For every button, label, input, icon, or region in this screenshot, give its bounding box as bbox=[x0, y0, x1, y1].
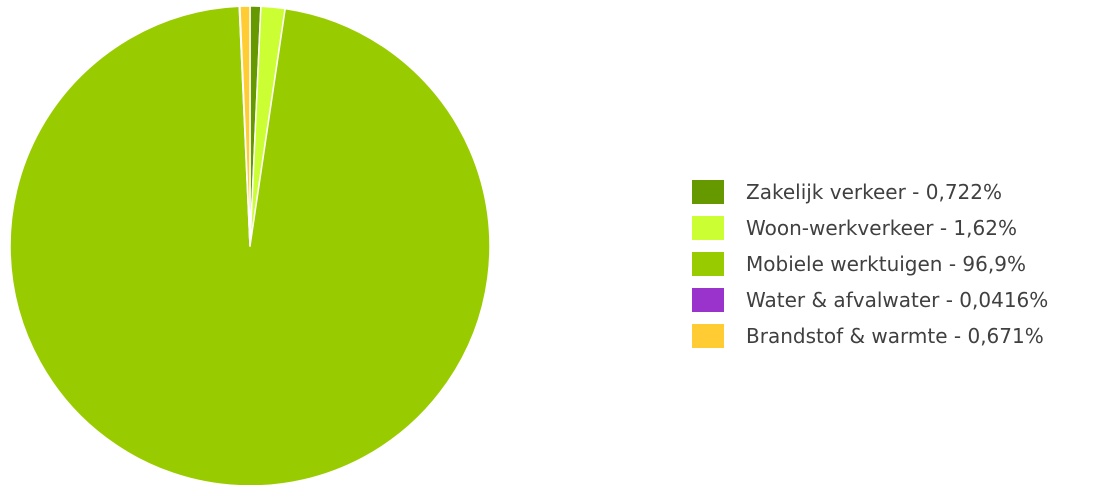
legend-swatch bbox=[692, 216, 724, 240]
legend-swatch bbox=[692, 288, 724, 312]
legend-swatch bbox=[692, 180, 724, 204]
pie-slice-mobiele-werktuigen[interactable] bbox=[9, 5, 491, 485]
legend-label: Woon-werkverkeer - 1,62% bbox=[746, 216, 1017, 240]
legend-item-water-afvalwater[interactable]: Water & afvalwater - 0,0416% bbox=[692, 282, 1048, 318]
legend-item-brandstof-warmte[interactable]: Brandstof & warmte - 0,671% bbox=[692, 318, 1048, 354]
legend-label: Water & afvalwater - 0,0416% bbox=[746, 288, 1049, 312]
legend-label: Brandstof & warmte - 0,671% bbox=[746, 324, 1044, 348]
legend-label: Mobiele werktuigen - 96,9% bbox=[746, 252, 1026, 276]
pie-slice-brandstof-warmte[interactable] bbox=[239, 5, 251, 247]
legend-item-zakelijk-verkeer[interactable]: Zakelijk verkeer - 0,722% bbox=[692, 174, 1048, 210]
legend-swatch bbox=[692, 252, 724, 276]
legend-item-woon-werkverkeer[interactable]: Woon-werkverkeer - 1,62% bbox=[692, 210, 1048, 246]
legend: Zakelijk verkeer - 0,722% Woon-werkverke… bbox=[692, 174, 1048, 354]
legend-item-mobiele-werktuigen[interactable]: Mobiele werktuigen - 96,9% bbox=[692, 246, 1048, 282]
legend-swatch bbox=[692, 324, 724, 348]
legend-label: Zakelijk verkeer - 0,722% bbox=[746, 180, 1002, 204]
